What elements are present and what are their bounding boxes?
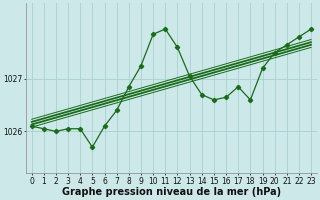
X-axis label: Graphe pression niveau de la mer (hPa): Graphe pression niveau de la mer (hPa) [62, 187, 281, 197]
